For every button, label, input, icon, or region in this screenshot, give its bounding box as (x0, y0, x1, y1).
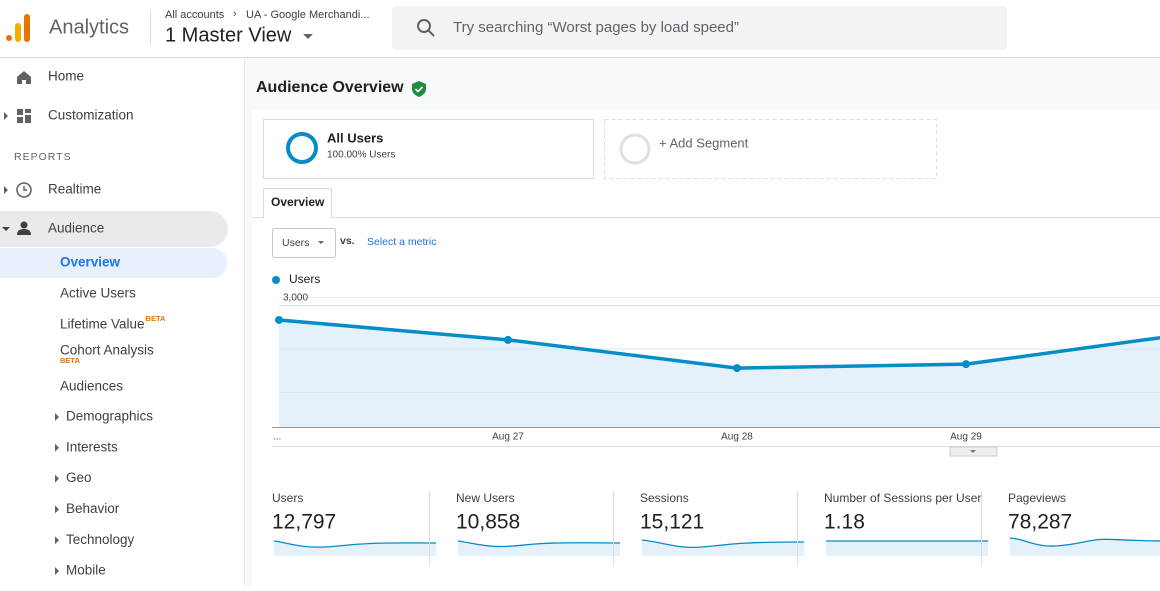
select-metric-link[interactable]: Select a metric (367, 236, 436, 248)
breadcrumb[interactable]: All accounts (165, 9, 225, 21)
plot (275, 305, 1160, 427)
verified-badge (412, 81, 426, 97)
sparkline-area (274, 541, 436, 556)
metric-summary: Users 12,797 New Users 10,858 Sessions 15,121… (272, 491, 1160, 566)
nav-item[interactable]: Realtime (48, 182, 101, 197)
page-title: Audience Overview (256, 79, 404, 96)
add-segment[interactable] (604, 119, 937, 179)
metric-value: 10,858 (456, 511, 520, 534)
view-selector[interactable]: 1 Master View (165, 24, 292, 46)
segment-card[interactable] (263, 119, 594, 179)
segment-indicator (286, 132, 318, 164)
expand-caret (4, 186, 8, 194)
sparkline-area (826, 541, 988, 556)
metric-select[interactable] (272, 228, 336, 258)
x-tick-label: Aug 28 (721, 432, 753, 443)
audience-icon (17, 221, 31, 235)
sparkline-area (642, 540, 804, 556)
nav-subitem[interactable]: Audiences (60, 379, 123, 394)
metric-select-label: Users (282, 237, 309, 249)
search-box[interactable] (392, 6, 1007, 50)
x-tick-label: Aug 29 (950, 432, 982, 443)
metric-value: 78,287 (1008, 511, 1072, 534)
metric-value: 12,797 (272, 511, 336, 534)
sparkline (457, 540, 621, 548)
metric-name: Users (272, 491, 303, 505)
nav-subitem[interactable]: Cohort Analysis (60, 343, 154, 358)
beta-badge: BETA (60, 356, 80, 365)
legend-label: Users (289, 272, 320, 286)
logo (6, 14, 30, 42)
select-arrow (318, 241, 324, 244)
sparkline (641, 539, 805, 549)
section-label: REPORTS (14, 151, 72, 163)
expand-caret (55, 474, 59, 483)
nav-group[interactable]: Mobile (66, 563, 106, 578)
nav-group[interactable]: Interests (66, 439, 118, 454)
metric-name: New Users (456, 491, 515, 505)
search-icon (417, 19, 435, 37)
area (279, 319, 1160, 427)
tab[interactable] (263, 188, 332, 219)
nav-subitem[interactable]: Lifetime Value (60, 317, 145, 332)
property[interactable]: UA - Google Merchandi... (246, 9, 370, 21)
search-placeholder: Try searching “Worst pages by load speed… (453, 19, 739, 36)
y-tick-label: 3,000 (283, 292, 308, 303)
nav-subitem[interactable]: Active Users (60, 286, 136, 301)
segment-detail: 100.00% Users (327, 150, 395, 161)
metric-value: 1.18 (824, 511, 865, 534)
nav-group[interactable]: Technology (66, 532, 135, 547)
sparkline-area (458, 541, 620, 556)
point (275, 315, 283, 324)
metric-name: Sessions (640, 491, 689, 505)
point (504, 335, 512, 344)
realtime-icon (16, 182, 32, 198)
expand-caret (55, 567, 59, 575)
segment-name: All Users (327, 130, 383, 145)
chevron: › (233, 8, 237, 20)
nav-item[interactable]: Home (48, 69, 84, 84)
expand-caret (55, 413, 59, 421)
x-tick-label: Aug 27 (492, 432, 524, 443)
sparkline (273, 540, 437, 548)
metric-name: Number of Sessions per User (824, 491, 981, 505)
nav-group[interactable]: Behavior (66, 501, 120, 516)
x-tick-label: ... (273, 432, 281, 443)
nav-subitem[interactable]: Overview (60, 255, 121, 270)
tab-label: Overview (271, 195, 325, 209)
home-icon (17, 71, 31, 84)
active-group-bg (0, 211, 228, 247)
handle-arrow (970, 450, 976, 453)
metric-value: 15,121 (640, 511, 704, 534)
nav-item[interactable]: Customization (48, 108, 134, 123)
nav-group[interactable]: Demographics (66, 409, 153, 424)
metric-name: Pageviews (1008, 491, 1066, 505)
sparkline-area (1010, 538, 1160, 556)
expand-caret (55, 536, 59, 545)
customization-icon (17, 109, 31, 123)
nav-group[interactable]: Geo (66, 470, 92, 485)
vs-label: vs. (340, 235, 355, 247)
expand-caret (4, 112, 8, 120)
add-segment-label: + Add Segment (659, 135, 749, 150)
collapse-caret (2, 227, 10, 231)
point (733, 364, 741, 373)
active-item-bg (0, 248, 227, 278)
beta-badge: BETA (146, 314, 166, 323)
legend-dot (272, 276, 280, 284)
expand-caret (55, 505, 59, 514)
dropdown-arrow (303, 34, 313, 39)
sidebar (0, 58, 244, 586)
nav-item[interactable]: Audience (48, 221, 104, 236)
segment-placeholder (619, 133, 651, 165)
point (962, 360, 970, 369)
sparkline (1009, 537, 1160, 547)
brand: Analytics (49, 16, 129, 38)
expand-caret (55, 443, 59, 452)
